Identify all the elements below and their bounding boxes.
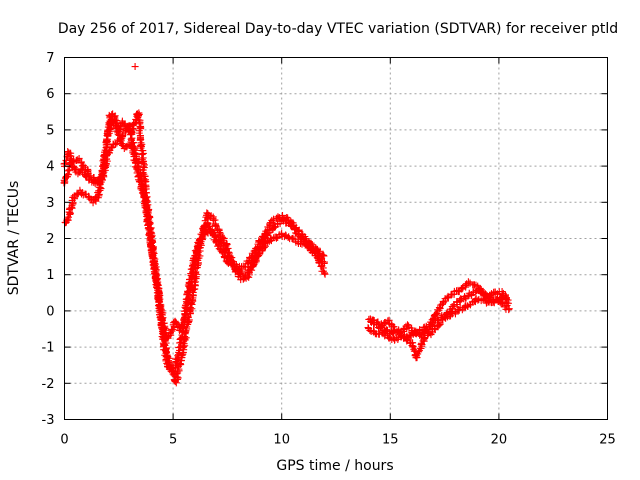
data-point <box>219 233 227 241</box>
y-tick-label: 0 <box>46 304 54 319</box>
data-point <box>140 176 148 184</box>
data-point <box>319 251 327 259</box>
data-point <box>477 289 485 297</box>
data-point <box>158 315 166 323</box>
y-tick-label: 2 <box>46 232 54 247</box>
data-point <box>472 281 480 289</box>
data-point <box>130 139 138 147</box>
y-tick-labels: -3 -2 -1 0 1 2 3 4 5 6 7 <box>42 51 55 428</box>
data-point <box>225 248 233 256</box>
data-point <box>505 305 513 313</box>
data-point <box>181 330 189 338</box>
data-point <box>174 374 182 382</box>
data-point <box>319 267 327 275</box>
x-tick-label: 5 <box>169 433 177 448</box>
data-point <box>220 234 228 242</box>
data-point <box>226 252 234 260</box>
y-tick-label: 4 <box>46 160 54 175</box>
data-point <box>150 249 158 257</box>
data-point <box>428 316 436 324</box>
data-point <box>366 326 374 334</box>
data-point <box>186 276 194 284</box>
x-tick-label: 25 <box>599 433 616 448</box>
y-tick-label: 1 <box>46 268 54 283</box>
data-point <box>212 222 220 230</box>
data-point <box>182 327 190 335</box>
data-point <box>261 230 269 238</box>
data-point <box>432 310 440 318</box>
plot-frame <box>64 57 608 420</box>
data-point <box>307 239 315 247</box>
data-point <box>244 273 252 281</box>
data-point <box>425 322 433 330</box>
data-point <box>320 269 328 277</box>
data-points <box>60 63 513 387</box>
data-point <box>321 270 329 278</box>
data-point <box>184 314 192 322</box>
data-point <box>248 253 256 261</box>
data-point <box>173 355 181 363</box>
y-tick-label: -1 <box>42 341 55 356</box>
y-tick-label: 3 <box>46 196 54 211</box>
data-point <box>383 326 391 334</box>
data-point <box>184 317 192 325</box>
x-tick-label: 10 <box>273 433 290 448</box>
data-point <box>458 285 466 293</box>
data-point <box>90 173 98 181</box>
y-tick-label: 6 <box>46 87 54 102</box>
data-point <box>464 292 472 300</box>
x-tick-labels: 0 5 10 15 20 25 <box>60 433 615 448</box>
data-point <box>408 342 416 350</box>
data-point <box>64 167 72 175</box>
y-axis-label: SDTVAR / TECUs <box>6 181 22 296</box>
y-tick-label: -2 <box>42 377 55 392</box>
data-point <box>153 283 161 291</box>
data-point <box>135 118 143 126</box>
data-point <box>186 304 194 312</box>
data-point <box>216 229 224 237</box>
data-point <box>66 210 74 218</box>
data-point <box>284 233 292 241</box>
grid-lines <box>64 57 608 420</box>
x-tick-label: 20 <box>491 433 508 448</box>
data-point <box>175 361 183 369</box>
data-point <box>396 330 404 338</box>
data-point <box>139 169 147 177</box>
data-point <box>111 115 119 123</box>
x-axis-label: GPS time / hours <box>276 458 393 474</box>
data-point <box>131 63 139 71</box>
data-point <box>502 294 510 302</box>
data-point <box>274 213 282 221</box>
data-point <box>112 119 120 127</box>
y-tick-label: -3 <box>42 413 55 428</box>
data-point <box>103 135 111 143</box>
data-point <box>158 324 166 332</box>
data-point <box>95 183 103 191</box>
data-point <box>288 234 296 242</box>
data-point <box>438 315 446 323</box>
data-point <box>464 278 472 286</box>
x-tick-label: 0 <box>60 433 68 448</box>
y-tick-label: 5 <box>46 123 54 138</box>
data-point <box>104 126 112 134</box>
chart-title: Day 256 of 2017, Sidereal Day-to-day VTE… <box>58 21 618 37</box>
y-tick-label: 7 <box>46 51 54 66</box>
x-tick-label: 15 <box>382 433 399 448</box>
data-point <box>255 237 263 245</box>
data-point <box>176 324 184 332</box>
data-point <box>163 359 171 367</box>
data-point <box>249 262 257 270</box>
